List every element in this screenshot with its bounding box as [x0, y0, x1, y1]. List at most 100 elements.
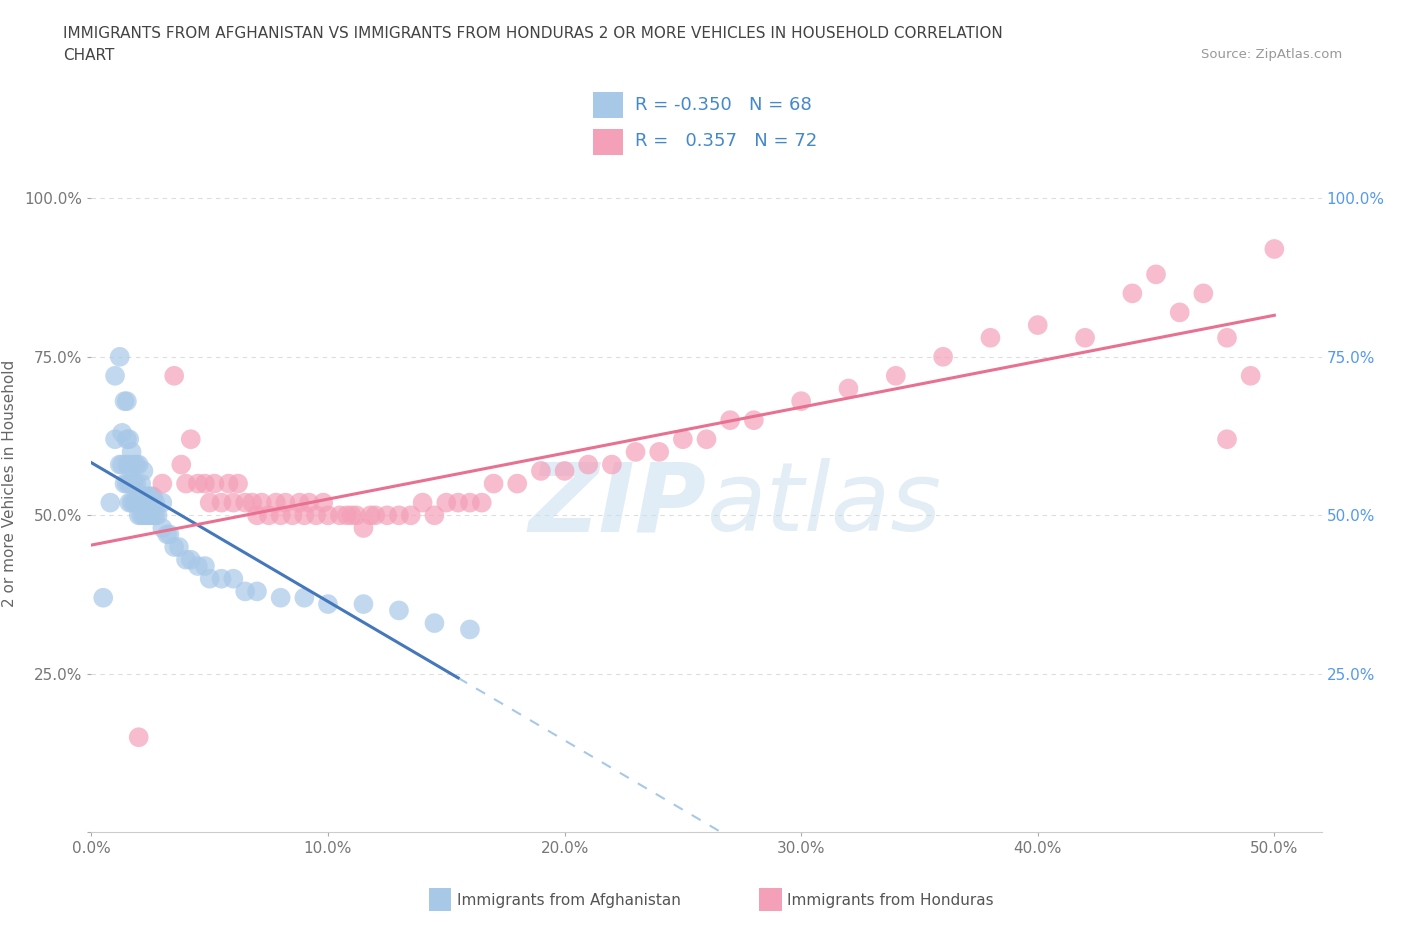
Point [837, 381, 859, 396]
Point [104, 432, 127, 446]
Point [143, 495, 166, 510]
Point [240, 495, 263, 510]
Point [194, 559, 217, 574]
Point [360, 508, 382, 523]
Point [125, 476, 148, 491]
Point [388, 508, 411, 523]
Point [121, 495, 143, 510]
Point [121, 476, 143, 491]
Point [129, 508, 152, 523]
Point [530, 463, 553, 478]
Point [226, 476, 249, 491]
Point [672, 432, 695, 446]
Y-axis label: 2 or more Vehicles in Household: 2 or more Vehicles in Household [3, 360, 17, 607]
Point [129, 476, 152, 491]
Point [132, 489, 155, 504]
Point [146, 508, 169, 523]
Point [132, 463, 155, 478]
Point [156, 527, 179, 542]
Point [114, 393, 136, 408]
Point [108, 458, 131, 472]
FancyBboxPatch shape [592, 92, 623, 118]
Point [257, 508, 280, 523]
Point [423, 508, 446, 523]
Point [159, 527, 181, 542]
Point [132, 508, 155, 523]
Point [135, 508, 157, 523]
Point [174, 476, 197, 491]
Point [136, 508, 159, 523]
Point [115, 476, 138, 491]
Point [482, 476, 505, 491]
Point [194, 476, 217, 491]
Point [121, 445, 143, 459]
Text: R = -0.350   N = 68: R = -0.350 N = 68 [636, 97, 811, 114]
Point [222, 571, 245, 586]
Point [344, 508, 367, 523]
Point [122, 495, 145, 510]
Point [270, 591, 292, 605]
Point [375, 508, 398, 523]
Point [187, 559, 209, 574]
Point [884, 368, 907, 383]
Point [288, 495, 311, 510]
Point [111, 425, 134, 440]
Point [600, 458, 623, 472]
Point [111, 458, 134, 472]
Point [506, 476, 529, 491]
Point [1240, 368, 1263, 383]
Point [1168, 305, 1191, 320]
Point [246, 508, 269, 523]
Point [180, 552, 202, 567]
Point [98, 495, 121, 510]
Point [128, 730, 150, 745]
Point [211, 495, 233, 510]
Point [150, 521, 173, 536]
Point [718, 413, 741, 428]
Point [115, 432, 138, 446]
Text: CHART: CHART [63, 48, 115, 63]
Text: atlas: atlas [706, 458, 942, 551]
Point [128, 458, 150, 472]
Point [135, 489, 157, 504]
Point [142, 489, 165, 504]
Point [434, 495, 457, 510]
Point [292, 508, 315, 523]
Point [388, 603, 411, 618]
Point [118, 495, 141, 510]
Point [125, 458, 148, 472]
Point [187, 476, 209, 491]
Point [108, 350, 131, 365]
Point [1216, 330, 1239, 345]
Point [458, 495, 481, 510]
Point [143, 508, 166, 523]
Point [364, 508, 387, 523]
Point [298, 495, 321, 510]
Text: ZIP: ZIP [529, 458, 706, 551]
Point [648, 445, 671, 459]
Point [211, 571, 233, 586]
Point [139, 508, 162, 523]
Point [167, 539, 190, 554]
Point [246, 584, 269, 599]
Point [1263, 242, 1285, 257]
Point [250, 495, 273, 510]
Point [1026, 318, 1049, 333]
Point [1144, 267, 1167, 282]
Point [270, 508, 292, 523]
Point [316, 508, 339, 523]
Point [222, 495, 245, 510]
Point [1074, 330, 1097, 345]
Point [180, 432, 202, 446]
Point [202, 476, 225, 491]
Point [91, 591, 114, 605]
Text: Source: ZipAtlas.com: Source: ZipAtlas.com [1202, 48, 1343, 61]
Point [447, 495, 470, 510]
Point [316, 597, 339, 612]
Point [554, 463, 576, 478]
Point [122, 476, 145, 491]
Point [114, 476, 136, 491]
Point [150, 476, 173, 491]
Point [136, 489, 159, 504]
Text: IMMIGRANTS FROM AFGHANISTAN VS IMMIGRANTS FROM HONDURAS 2 OR MORE VEHICLES IN HO: IMMIGRANTS FROM AFGHANISTAN VS IMMIGRANT… [63, 26, 1002, 41]
